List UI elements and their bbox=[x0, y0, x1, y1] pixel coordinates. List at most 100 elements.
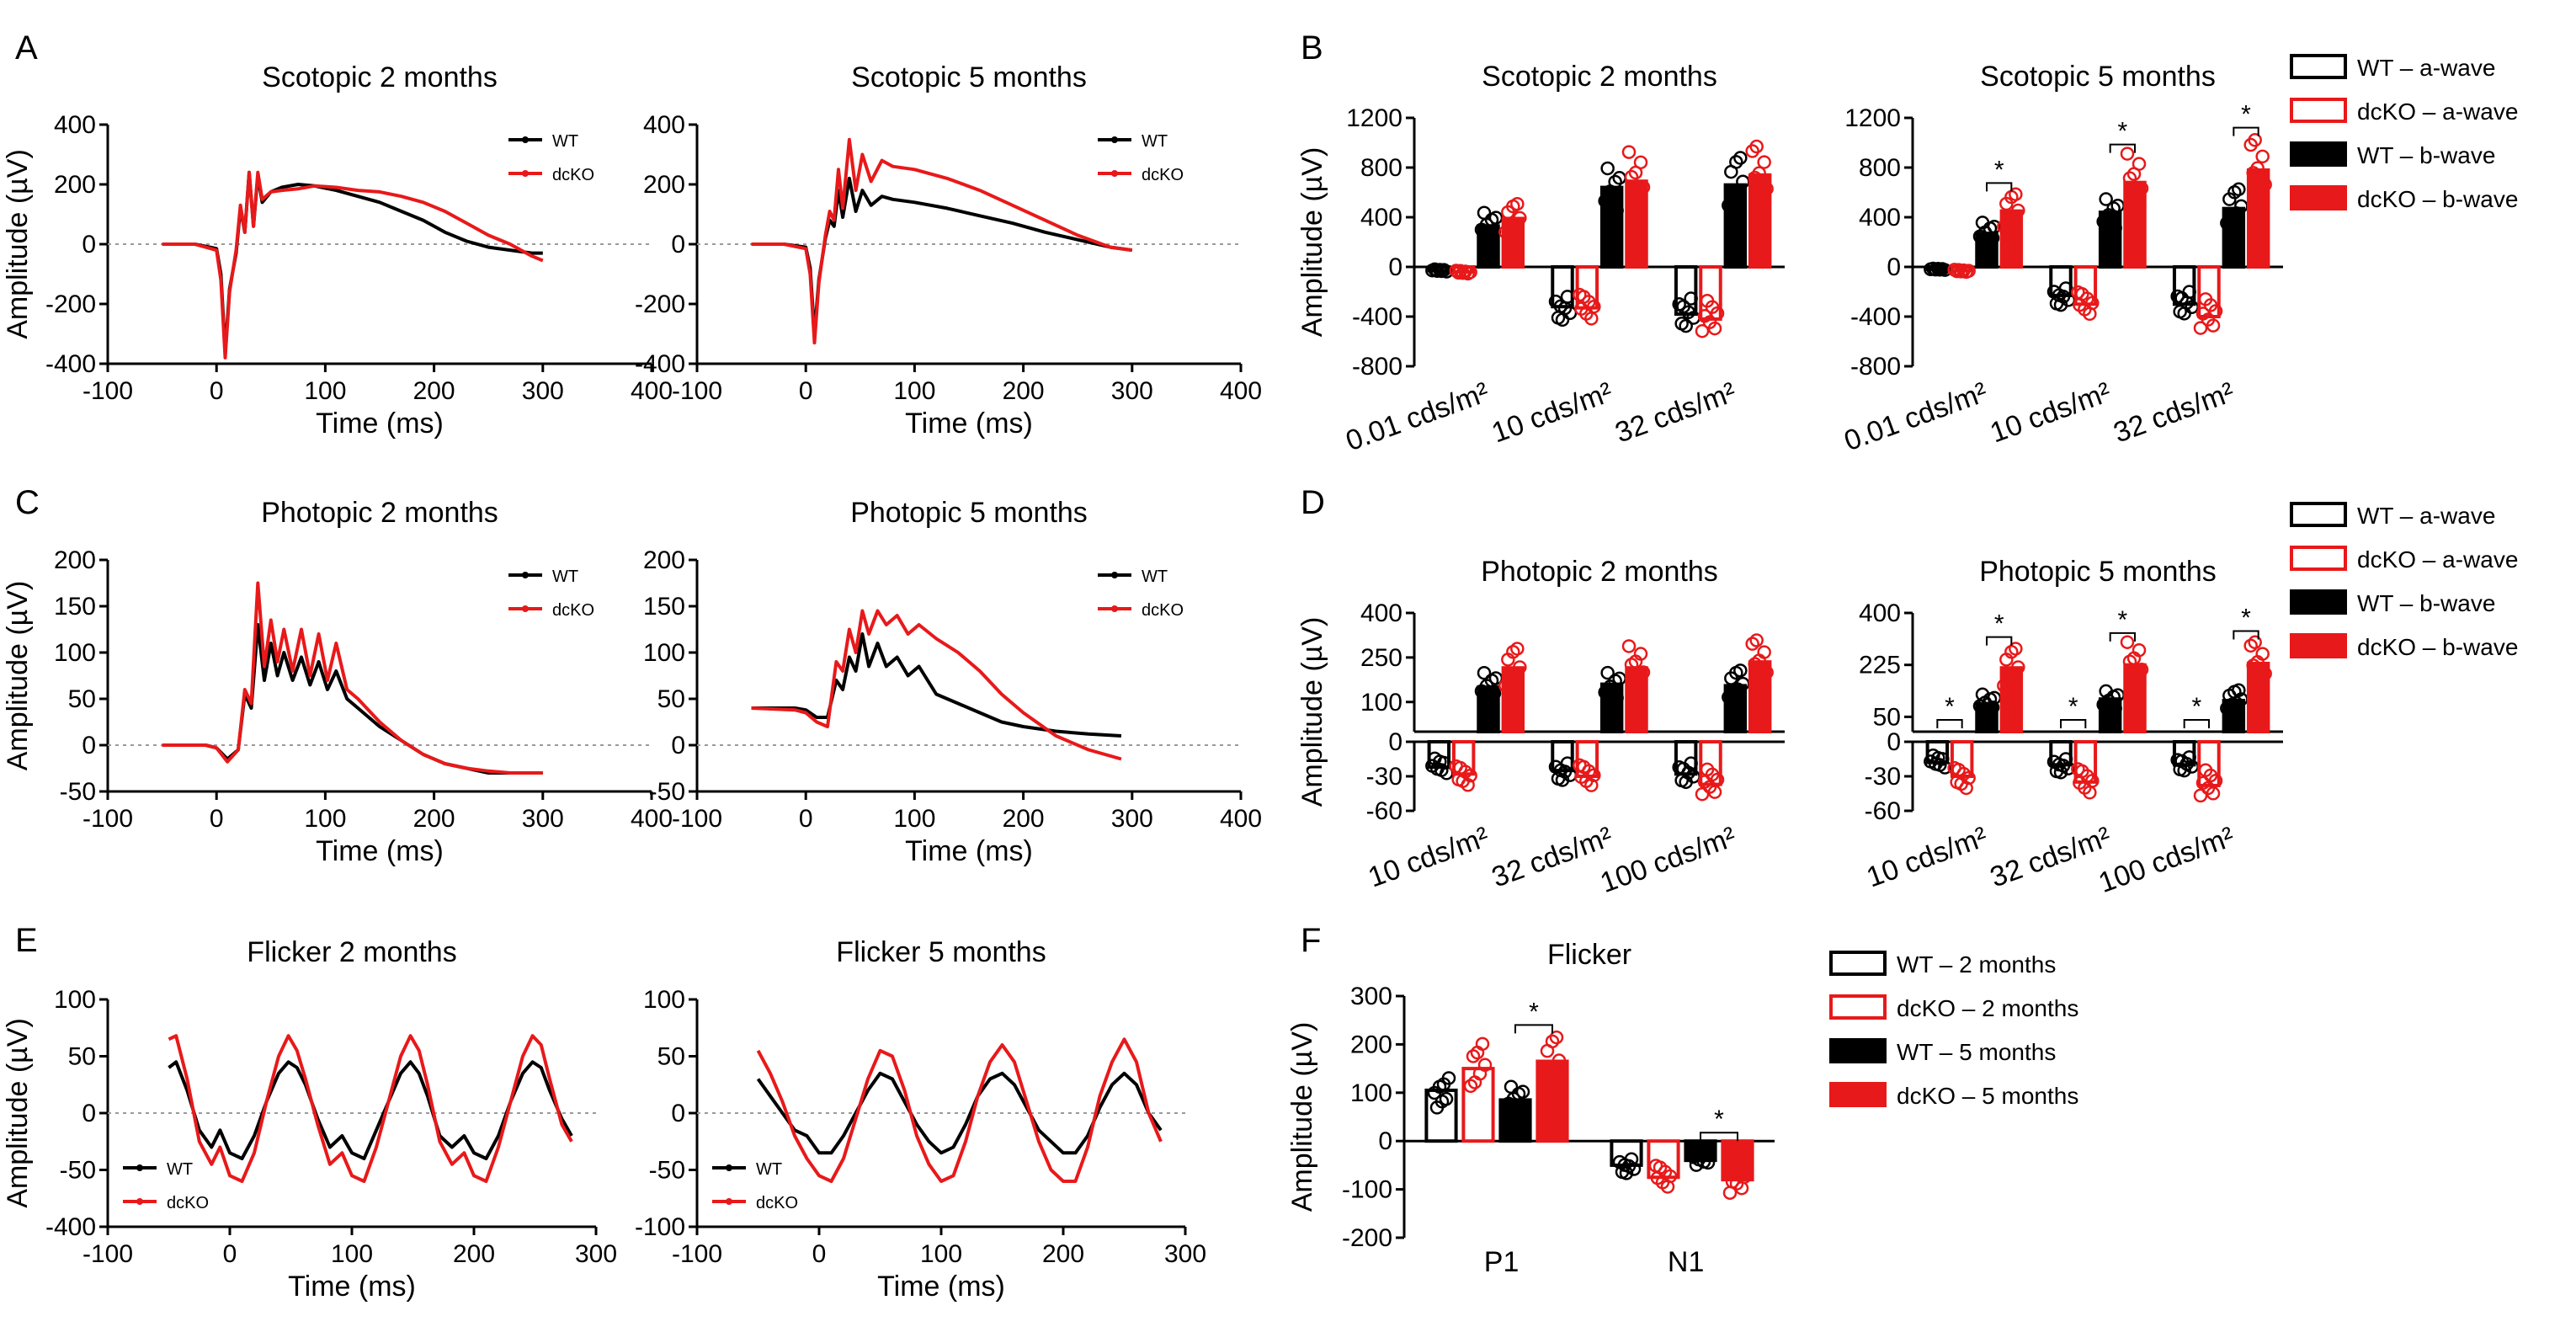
d1-title: Photopic 2 months bbox=[1481, 556, 1718, 588]
b1-dot bbox=[1724, 164, 1738, 179]
b1-dot bbox=[1621, 145, 1637, 159]
f-ytick-label: 100 bbox=[1350, 1079, 1392, 1107]
d2-dot bbox=[1972, 699, 1988, 713]
a2-legend-label: dcKO bbox=[1142, 166, 1184, 184]
f-dot bbox=[1504, 1079, 1519, 1095]
d2-sig-bracket bbox=[2109, 631, 2136, 642]
d2-xtick-label: 100 cds/m² bbox=[2094, 821, 2238, 899]
d2-dot bbox=[1997, 679, 2011, 693]
d2-dot bbox=[1951, 762, 1966, 777]
d2-sig-label: * bbox=[1945, 693, 1955, 721]
a2-legend-label: WT bbox=[1142, 132, 1168, 151]
d2-title: Photopic 5 months bbox=[1979, 556, 2217, 588]
f-bar-1-3 bbox=[1721, 1139, 1754, 1182]
b1-dot bbox=[1752, 166, 1766, 180]
d2-sig-bracket bbox=[1986, 636, 2013, 646]
b2-dot bbox=[2120, 147, 2135, 161]
b2-xtick-label: 32 cds/m² bbox=[2110, 376, 2238, 450]
c1-xtick-label: 100 bbox=[304, 805, 346, 833]
legend-b-legend-swatch bbox=[2290, 141, 2347, 167]
d2-sig-bracket bbox=[2060, 719, 2087, 728]
b2-sig-bracket bbox=[2109, 143, 2136, 153]
f-dot bbox=[1537, 1076, 1552, 1091]
a2-xtick-label: 400 bbox=[1220, 377, 1262, 405]
b1-dot bbox=[1757, 155, 1771, 169]
panel-letter-d: D bbox=[1301, 484, 1325, 521]
d1-dot bbox=[1557, 765, 1573, 779]
legend-d-legend-swatch bbox=[2290, 633, 2347, 658]
e1-series-wt bbox=[168, 1060, 573, 1160]
b2-dot bbox=[2053, 297, 2068, 312]
a2-xtick-label: -100 bbox=[672, 377, 722, 405]
e2-ytick-label: 100 bbox=[643, 986, 685, 1014]
d2-ytick-label: 400 bbox=[1859, 599, 1901, 627]
c2-ytick-label: -50 bbox=[649, 778, 685, 806]
c1-ytick-label: 50 bbox=[68, 685, 96, 713]
b1-dot bbox=[1510, 196, 1525, 211]
legend-f-legend-swatch bbox=[1829, 1082, 1887, 1107]
d2-dot bbox=[1999, 653, 2014, 667]
e2-xtick-label: 0 bbox=[812, 1240, 827, 1268]
f-dot bbox=[1698, 1148, 1713, 1162]
c1-xtick-label: 300 bbox=[522, 805, 564, 833]
d1-dot bbox=[1598, 685, 1612, 700]
d2-sig-label: * bbox=[2117, 606, 2127, 634]
b1-ytick-label: 0 bbox=[1388, 253, 1402, 281]
legend-d-legend-label: WT – a-wave bbox=[2357, 503, 2495, 529]
c2-series-wt bbox=[751, 632, 1122, 738]
a1-ytick-label: 0 bbox=[82, 231, 96, 258]
b1-dot bbox=[1610, 203, 1624, 218]
a1-title: Scotopic 2 months bbox=[262, 61, 498, 93]
a1-xtick-label: 200 bbox=[413, 377, 455, 405]
b2-dot bbox=[2232, 182, 2246, 197]
b1-dot bbox=[1600, 161, 1615, 176]
e2-legend-label: WT bbox=[756, 1160, 782, 1179]
e2-xlabel: Time (ms) bbox=[877, 1271, 1005, 1303]
d2-sig-bracket bbox=[2183, 719, 2210, 728]
panel-letter-a: A bbox=[15, 29, 38, 67]
a2-title: Scotopic 5 months bbox=[851, 61, 1087, 93]
b2-sig-label: * bbox=[2241, 101, 2251, 129]
e2-title: Flicker 5 months bbox=[836, 936, 1046, 968]
d1-dot bbox=[1510, 642, 1525, 656]
f-dot bbox=[1619, 1166, 1634, 1180]
d2-dot bbox=[2126, 651, 2142, 666]
a2-legend-marker bbox=[1111, 136, 1118, 143]
c2-ytick-label: 150 bbox=[643, 593, 685, 621]
c2-xlabel: Time (ms) bbox=[905, 835, 1033, 867]
b2-dot bbox=[2195, 306, 2211, 321]
d2-ytick-label: 225 bbox=[1859, 652, 1901, 679]
e1-legend-marker bbox=[136, 1164, 143, 1171]
b2-sig-label: * bbox=[1994, 156, 2004, 184]
d1-dot bbox=[1676, 761, 1690, 776]
d2-sig-label: * bbox=[1994, 610, 2004, 638]
d1-dot bbox=[1456, 774, 1470, 788]
legend-d-legend-swatch bbox=[2290, 502, 2347, 527]
a1-ytick-label: -400 bbox=[45, 350, 96, 378]
d1-dot bbox=[1752, 653, 1766, 668]
d2-xtick-label: 10 cds/m² bbox=[1862, 821, 1991, 894]
b2-ytick-label: -400 bbox=[1850, 303, 1901, 331]
b1-ylabel: Amplitude (µV) bbox=[1296, 147, 1328, 338]
e1-ytick-label: 100 bbox=[54, 986, 96, 1014]
e2-ytick-label: 0 bbox=[671, 1100, 685, 1127]
f-dot bbox=[1621, 1159, 1637, 1174]
legend-b-legend-swatch bbox=[2290, 98, 2347, 123]
f-dot bbox=[1463, 1079, 1478, 1094]
d1-dot bbox=[1628, 654, 1643, 669]
d2-dot bbox=[2248, 635, 2262, 650]
e2-series-dcko bbox=[756, 1037, 1163, 1183]
d2-dot bbox=[2056, 759, 2071, 773]
d2-dot bbox=[2250, 655, 2265, 669]
b1-dot bbox=[1684, 291, 1698, 306]
b1-dot bbox=[1574, 301, 1589, 316]
b2-dot bbox=[2126, 167, 2142, 181]
legend-f-legend-swatch bbox=[1829, 1038, 1887, 1063]
a1-series-dcko bbox=[162, 170, 544, 360]
e1-legend-marker bbox=[136, 1198, 143, 1205]
legend-f-legend-label: dcKO – 2 months bbox=[1897, 995, 2078, 1021]
c2-ytick-label: 0 bbox=[671, 732, 685, 759]
panel-letter-f: F bbox=[1301, 922, 1321, 959]
d2-ytick-label: -60 bbox=[1865, 797, 1901, 825]
